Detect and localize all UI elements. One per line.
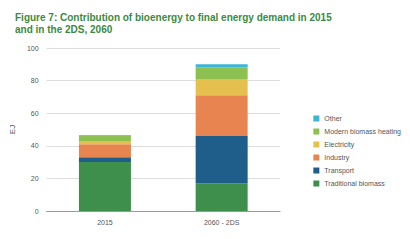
svg-text:40: 40 <box>31 142 39 149</box>
svg-text:20: 20 <box>31 175 39 182</box>
svg-text:Figure 7: Contribution of bioe: Figure 7: Contribution of bioenergy to f… <box>15 12 332 23</box>
svg-text:Transport: Transport <box>324 167 354 175</box>
svg-text:Modern biomass heating: Modern biomass heating <box>324 128 401 136</box>
svg-text:0: 0 <box>35 208 39 215</box>
svg-text:and in the 2DS, 2060: and in the 2DS, 2060 <box>15 24 113 35</box>
svg-text:100: 100 <box>27 45 39 52</box>
svg-text:Traditional biomass: Traditional biomass <box>324 180 385 187</box>
svg-text:Electricity: Electricity <box>324 141 354 149</box>
svg-text:2015: 2015 <box>97 219 113 226</box>
svg-text:60: 60 <box>31 110 39 117</box>
svg-text:80: 80 <box>31 77 39 84</box>
svg-text:Industry: Industry <box>324 154 349 162</box>
svg-text:EJ: EJ <box>8 125 17 134</box>
svg-text:2060 - 2DS: 2060 - 2DS <box>204 219 240 226</box>
svg-text:Other: Other <box>324 115 342 122</box>
